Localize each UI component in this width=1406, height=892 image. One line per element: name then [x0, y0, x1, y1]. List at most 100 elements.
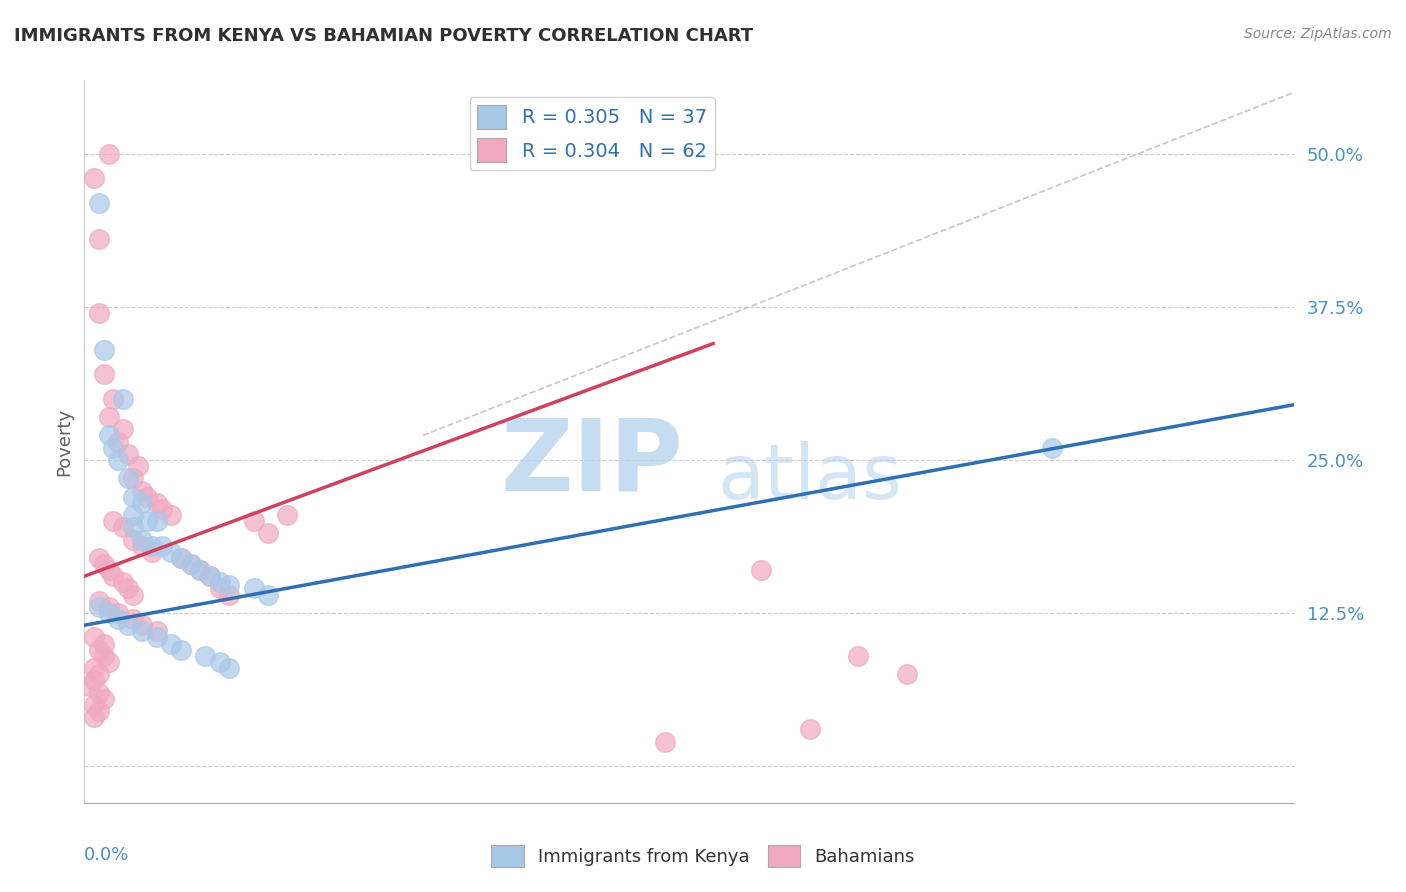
Point: [242, 514, 264, 528]
Point: [112, 575, 135, 590]
Point: [103, 514, 125, 528]
Point: [131, 618, 153, 632]
Point: [83, 631, 105, 645]
Point: [87, 599, 110, 614]
Point: [97, 146, 120, 161]
Point: [87, 306, 110, 320]
Point: [97, 599, 120, 614]
Point: [87, 667, 110, 681]
Point: [97, 563, 120, 577]
Point: [121, 533, 143, 547]
Point: [103, 441, 125, 455]
Point: [117, 618, 139, 632]
Point: [141, 545, 163, 559]
Point: [103, 392, 125, 406]
Point: [846, 648, 869, 663]
Point: [131, 624, 153, 639]
Point: [93, 637, 115, 651]
Point: [127, 458, 149, 473]
Point: [1040, 441, 1063, 455]
Point: [121, 508, 143, 522]
Point: [93, 557, 115, 571]
Point: [83, 673, 105, 688]
Point: [160, 508, 183, 522]
Point: [160, 545, 183, 559]
Point: [146, 631, 169, 645]
Point: [112, 520, 135, 534]
Point: [194, 648, 217, 663]
Text: 0.0%: 0.0%: [84, 847, 129, 864]
Point: [93, 648, 115, 663]
Point: [257, 526, 280, 541]
Point: [87, 550, 110, 565]
Point: [257, 588, 280, 602]
Point: [87, 593, 110, 607]
Point: [103, 569, 125, 583]
Point: [170, 550, 193, 565]
Point: [170, 642, 193, 657]
Point: [87, 685, 110, 699]
Point: [131, 496, 153, 510]
Point: [93, 343, 115, 357]
Point: [107, 453, 129, 467]
Point: [654, 734, 676, 748]
Point: [751, 563, 773, 577]
Point: [180, 557, 202, 571]
Point: [97, 655, 120, 669]
Point: [198, 569, 221, 583]
Point: [97, 428, 120, 442]
Text: IMMIGRANTS FROM KENYA VS BAHAMIAN POVERTY CORRELATION CHART: IMMIGRANTS FROM KENYA VS BAHAMIAN POVERT…: [14, 27, 754, 45]
Point: [93, 691, 115, 706]
Point: [121, 588, 143, 602]
Point: [242, 582, 264, 596]
Point: [208, 655, 231, 669]
Point: [190, 563, 212, 577]
Point: [190, 563, 212, 577]
Point: [160, 637, 183, 651]
Point: [131, 539, 153, 553]
Text: atlas: atlas: [717, 441, 903, 515]
Point: [83, 698, 105, 712]
Point: [87, 642, 110, 657]
Point: [121, 612, 143, 626]
Point: [146, 496, 169, 510]
Text: Source: ZipAtlas.com: Source: ZipAtlas.com: [1244, 27, 1392, 41]
Point: [180, 557, 202, 571]
Point: [117, 471, 139, 485]
Point: [107, 606, 129, 620]
Point: [208, 575, 231, 590]
Point: [218, 588, 240, 602]
Point: [170, 550, 193, 565]
Y-axis label: Poverty: Poverty: [55, 408, 73, 475]
Legend: R = 0.305   N = 37, R = 0.304   N = 62: R = 0.305 N = 37, R = 0.304 N = 62: [470, 97, 714, 170]
Point: [150, 539, 173, 553]
Point: [87, 195, 110, 210]
Point: [136, 514, 159, 528]
Point: [77, 680, 100, 694]
Point: [93, 367, 115, 381]
Point: [107, 612, 129, 626]
Point: [208, 582, 231, 596]
Point: [799, 723, 821, 737]
Text: ZIP: ZIP: [501, 415, 683, 512]
Point: [131, 483, 153, 498]
Point: [112, 392, 135, 406]
Point: [121, 471, 143, 485]
Point: [107, 434, 129, 449]
Point: [218, 661, 240, 675]
Point: [150, 502, 173, 516]
Point: [87, 232, 110, 246]
Point: [83, 710, 105, 724]
Point: [83, 661, 105, 675]
Point: [198, 569, 221, 583]
Point: [146, 624, 169, 639]
Point: [83, 171, 105, 186]
Point: [121, 520, 143, 534]
Point: [131, 533, 153, 547]
Point: [146, 514, 169, 528]
Point: [276, 508, 298, 522]
Point: [121, 490, 143, 504]
Point: [87, 704, 110, 718]
Point: [141, 539, 163, 553]
Legend: Immigrants from Kenya, Bahamians: Immigrants from Kenya, Bahamians: [484, 838, 922, 874]
